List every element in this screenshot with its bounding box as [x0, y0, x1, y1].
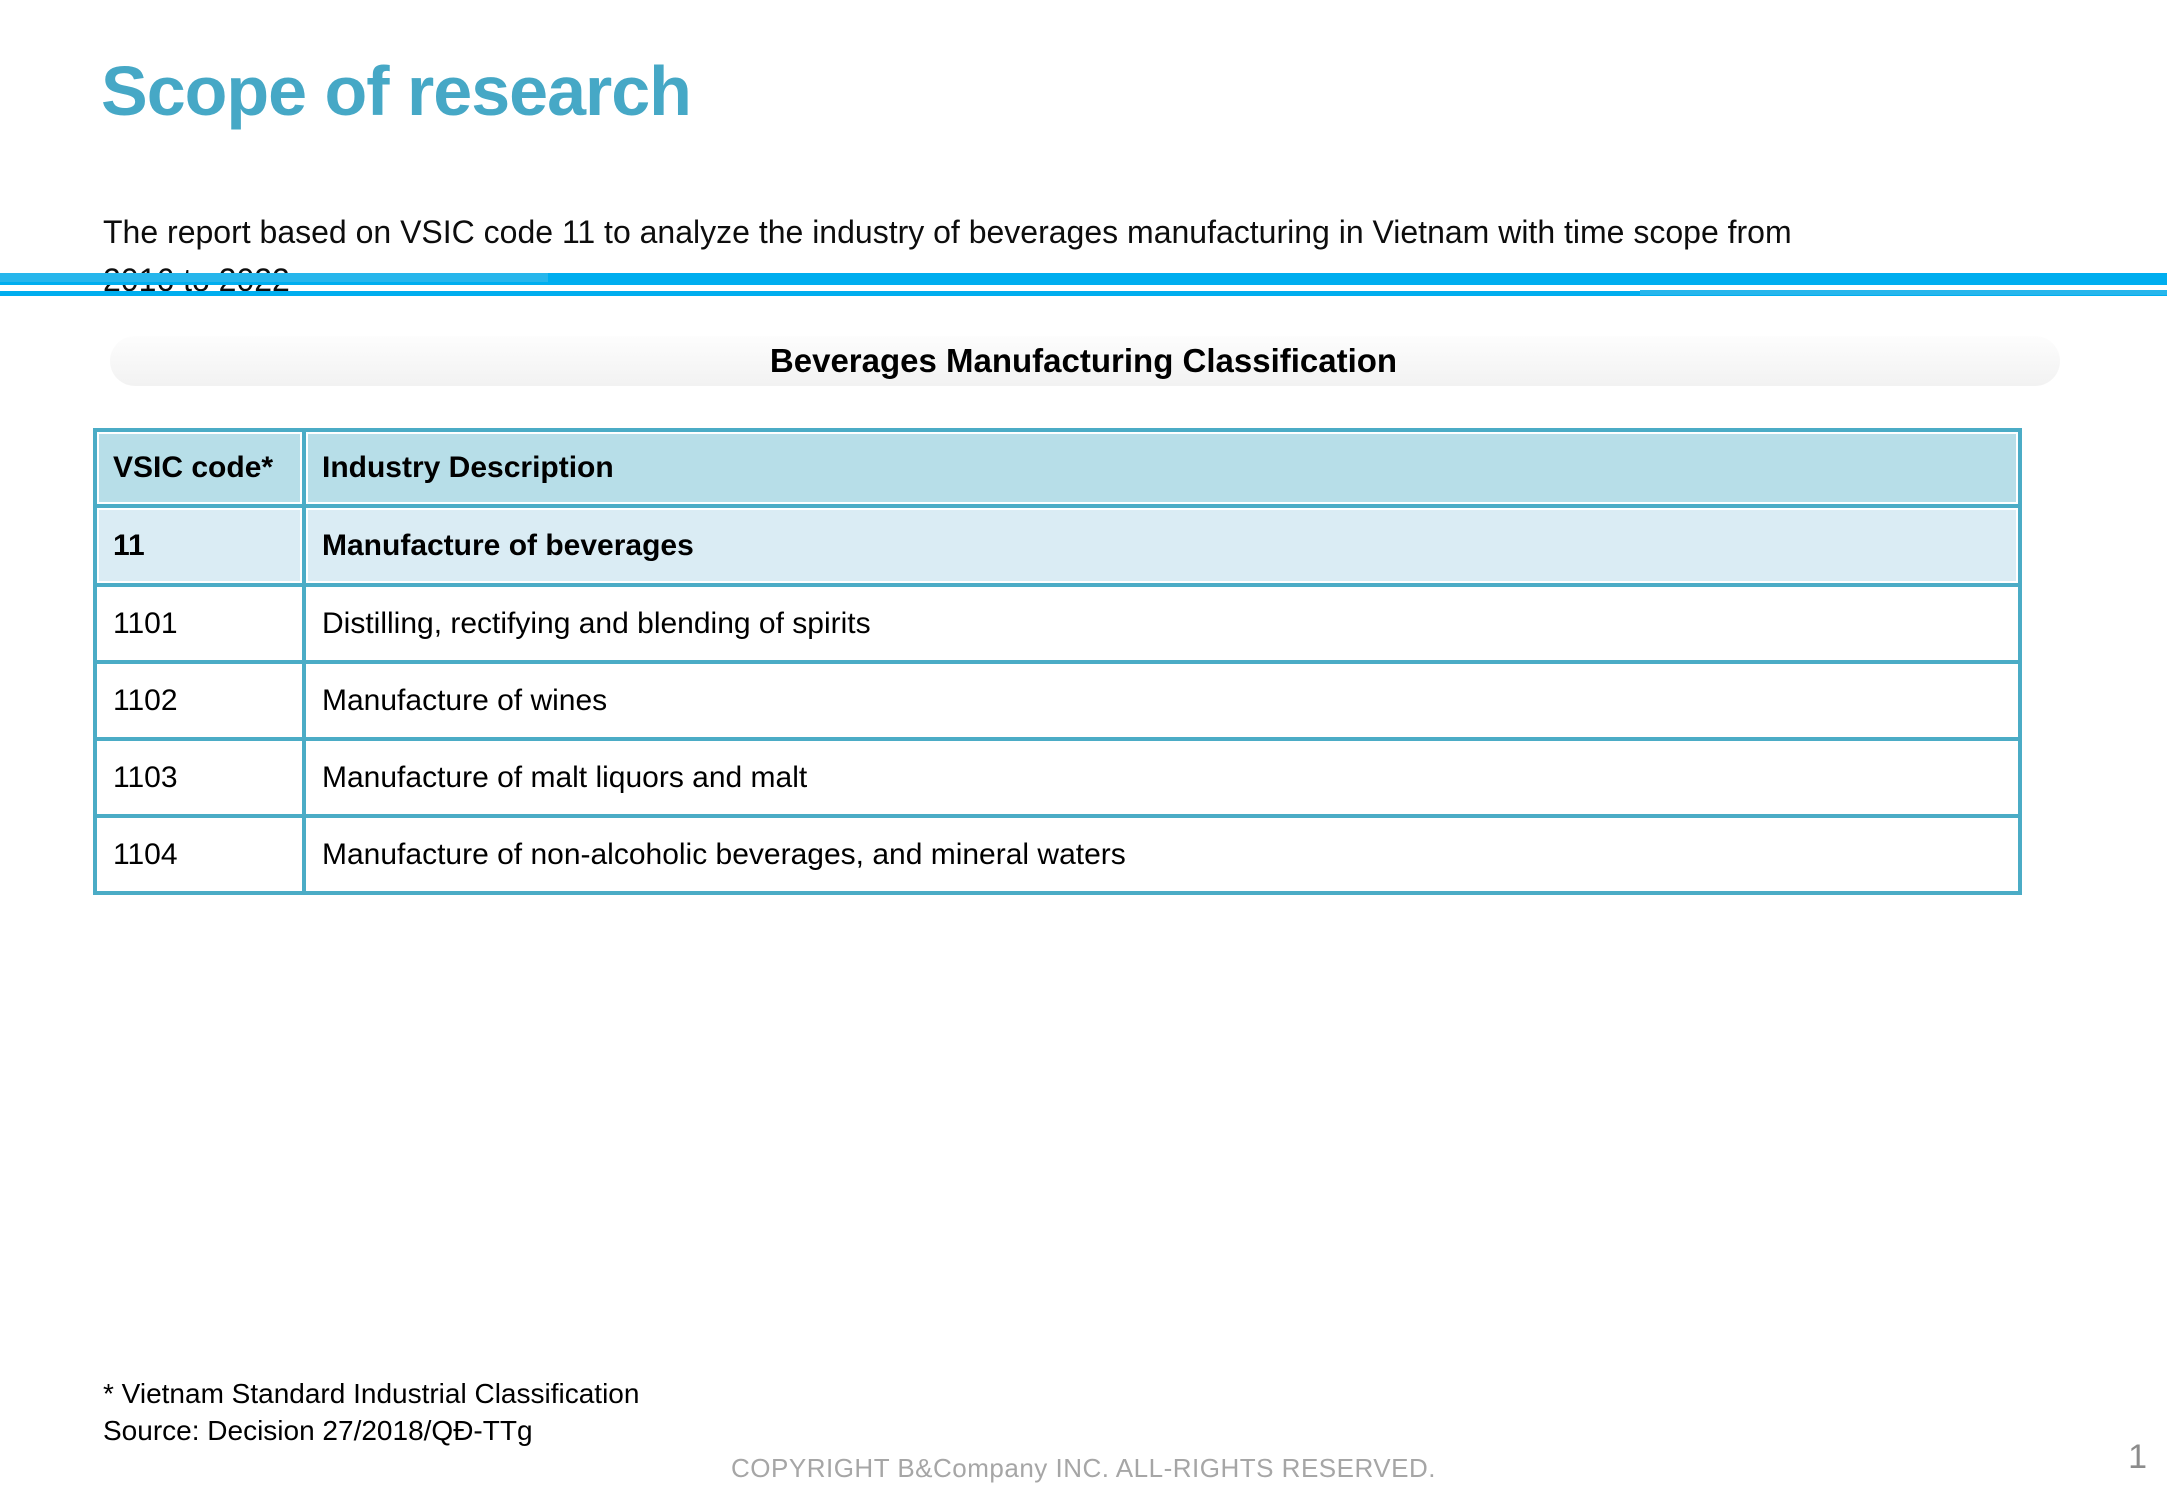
table-row: 11 Manufacture of beverages [93, 504, 2022, 587]
page-number: 1 [2128, 1438, 2147, 1476]
table-row: 1102 Manufacture of wines [93, 660, 2022, 741]
footnote-vsic: * Vietnam Standard Industrial Classifica… [103, 1378, 640, 1409]
footnotes: * Vietnam Standard Industrial Classifica… [103, 1376, 639, 1450]
intro-paragraph: The report based on VSIC code 11 to anal… [103, 214, 1792, 298]
section-title-band [110, 336, 2060, 386]
cell-description: Manufacture of non-alcoholic beverages, … [302, 814, 2022, 895]
divider-line-thin-accent [1640, 290, 2167, 295]
section-title: Beverages Manufacturing Classification [769, 342, 1398, 379]
table-row: 1104 Manufacture of non-alcoholic bevera… [93, 814, 2022, 895]
classification-table: VSIC code* Industry Description 11 Manuf… [93, 428, 2022, 895]
cell-code: 11 [93, 504, 306, 587]
column-header-industry-description: Industry Description [302, 428, 2022, 508]
table-header-row: VSIC code* Industry Description [93, 428, 2022, 508]
cell-description: Distilling, rectifying and blending of s… [302, 583, 2022, 664]
footer-copyright: COPYRIGHT B&Company INC. ALL-RIGHTS RESE… [731, 1453, 1436, 1483]
column-header-vsic-code: VSIC code* [93, 428, 306, 508]
cell-code: 1101 [93, 583, 306, 664]
divider-line-thick-accent [0, 273, 548, 282]
cell-code: 1104 [93, 814, 306, 895]
footnote-source: Source: Decision 27/2018/QĐ-TTg [103, 1414, 533, 1446]
table-row: 1103 Manufacture of malt liquors and mal… [93, 737, 2022, 818]
cell-description: Manufacture of malt liquors and malt [302, 737, 2022, 818]
divider-line-thin [0, 291, 2167, 296]
cell-code: 1102 [93, 660, 306, 741]
cell-code: 1103 [93, 737, 306, 818]
cell-description: Manufacture of wines [302, 660, 2022, 741]
table-row: 1101 Distilling, rectifying and blending… [93, 583, 2022, 664]
page-title: Scope of research [101, 51, 692, 130]
cell-description: Manufacture of beverages [302, 504, 2022, 587]
